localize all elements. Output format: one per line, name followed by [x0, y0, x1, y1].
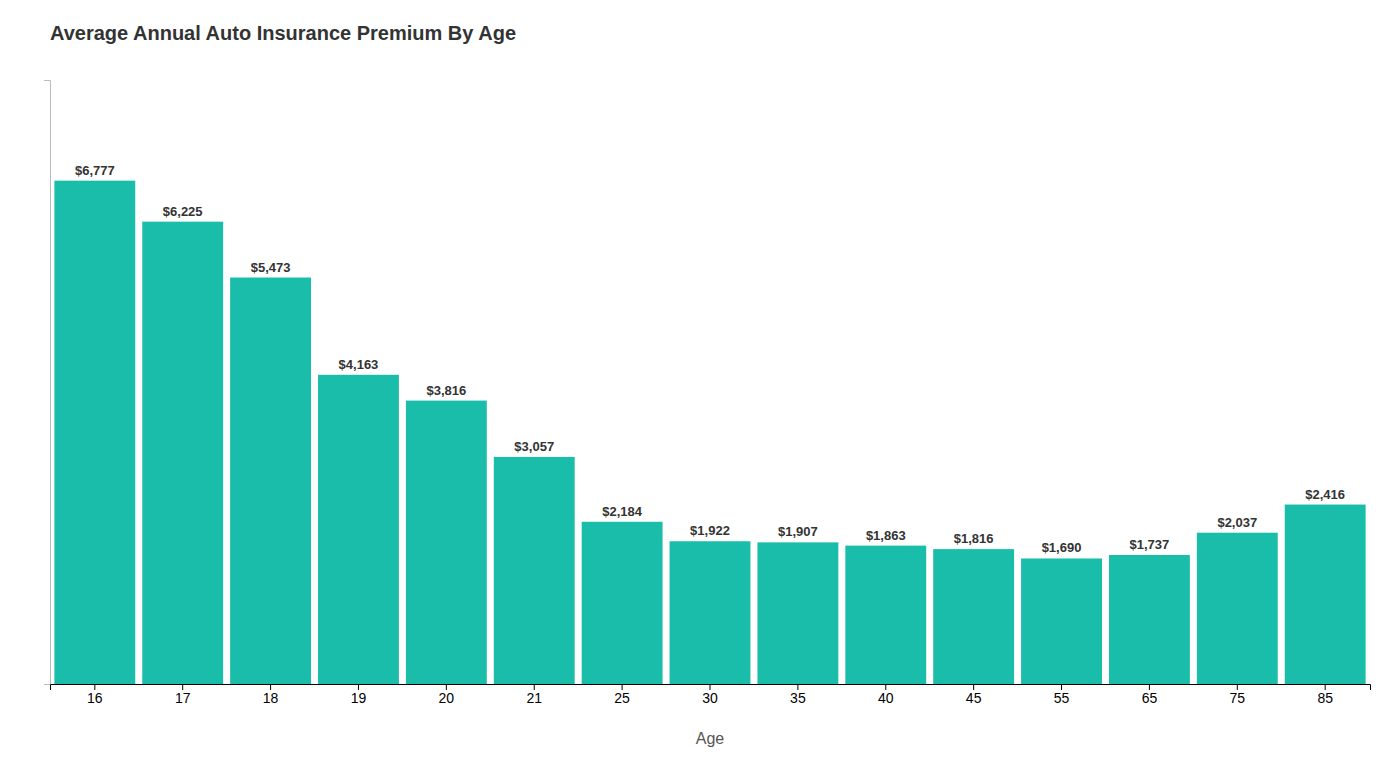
x-tick: 21 [526, 684, 542, 706]
data-labels: $6,777 $6,225 $5,473 $4,163 $3,816 $3,057 $2,1… [75, 163, 1345, 556]
x-tick: 20 [439, 684, 455, 706]
y-axis [44, 81, 51, 685]
data-label: $2,037 [1217, 515, 1257, 530]
x-tick-label: 20 [439, 690, 455, 706]
x-tick: 45 [966, 684, 982, 706]
bar [1197, 533, 1278, 684]
bar [1285, 505, 1366, 684]
bar [494, 457, 575, 684]
bar [670, 541, 751, 684]
x-tick: 16 [87, 684, 103, 706]
plot: 16 17 18 19 20 21 25 30 35 40 45 55 65 75 85 $6,777 $6,2… [44, 81, 1371, 706]
x-tick-label: 85 [1317, 690, 1333, 706]
x-tick: 25 [614, 684, 630, 706]
data-label: $6,777 [75, 163, 115, 178]
bar [406, 401, 487, 684]
x-tick-label: 40 [878, 690, 894, 706]
x-axis-title: Age [696, 730, 725, 747]
bar [1021, 558, 1102, 684]
x-tick: 75 [1230, 684, 1246, 706]
data-label: $4,163 [339, 357, 379, 372]
bar [845, 546, 926, 684]
bar [933, 549, 1014, 684]
bar [142, 222, 223, 684]
x-tick-label: 35 [790, 690, 806, 706]
x-tick-label: 75 [1230, 690, 1246, 706]
x-tick: 30 [702, 684, 718, 706]
data-label: $1,907 [778, 524, 818, 539]
chart: 16 17 18 19 20 21 25 30 35 40 45 55 65 75 85 $6,777 $6,2… [0, 0, 1400, 774]
bar [54, 181, 135, 684]
data-label: $2,416 [1305, 487, 1345, 502]
x-tick: 19 [351, 684, 367, 706]
data-label: $1,690 [1042, 540, 1082, 555]
x-tick-label: 21 [526, 690, 542, 706]
x-tick-label: 18 [263, 690, 279, 706]
x-tick-label: 45 [966, 690, 982, 706]
bar [1109, 555, 1190, 684]
bar [582, 522, 663, 684]
y-axis-line [44, 81, 51, 685]
data-label: $1,816 [954, 531, 994, 546]
data-label: $2,184 [602, 504, 643, 519]
x-tick: 17 [175, 684, 191, 706]
bar [318, 375, 399, 684]
x-tick-label: 55 [1054, 690, 1070, 706]
bar [757, 542, 838, 684]
x-tick: 85 [1317, 684, 1333, 706]
x-tick: 35 [790, 684, 806, 706]
x-tick-label: 16 [87, 690, 103, 706]
bar [230, 278, 311, 684]
x-tick: 65 [1142, 684, 1158, 706]
x-tick: 18 [263, 684, 279, 706]
x-tick-label: 19 [351, 690, 367, 706]
data-label: $3,057 [514, 439, 554, 454]
x-tick-label: 30 [702, 690, 718, 706]
x-tick-label: 25 [614, 690, 630, 706]
data-label: $1,737 [1130, 537, 1170, 552]
x-axis: 16 17 18 19 20 21 25 30 35 40 45 55 65 75 85 [51, 684, 1371, 706]
data-label: $1,863 [866, 528, 906, 543]
data-label: $5,473 [251, 260, 291, 275]
x-tick-label: 17 [175, 690, 191, 706]
x-tick: 55 [1054, 684, 1070, 706]
data-label: $1,922 [690, 523, 730, 538]
bars [54, 181, 1365, 684]
x-tick: 40 [878, 684, 894, 706]
data-label: $6,225 [163, 204, 203, 219]
x-tick-label: 65 [1142, 690, 1158, 706]
data-label: $3,816 [426, 383, 466, 398]
title: Average Annual Auto Insurance Premium By… [50, 22, 516, 44]
